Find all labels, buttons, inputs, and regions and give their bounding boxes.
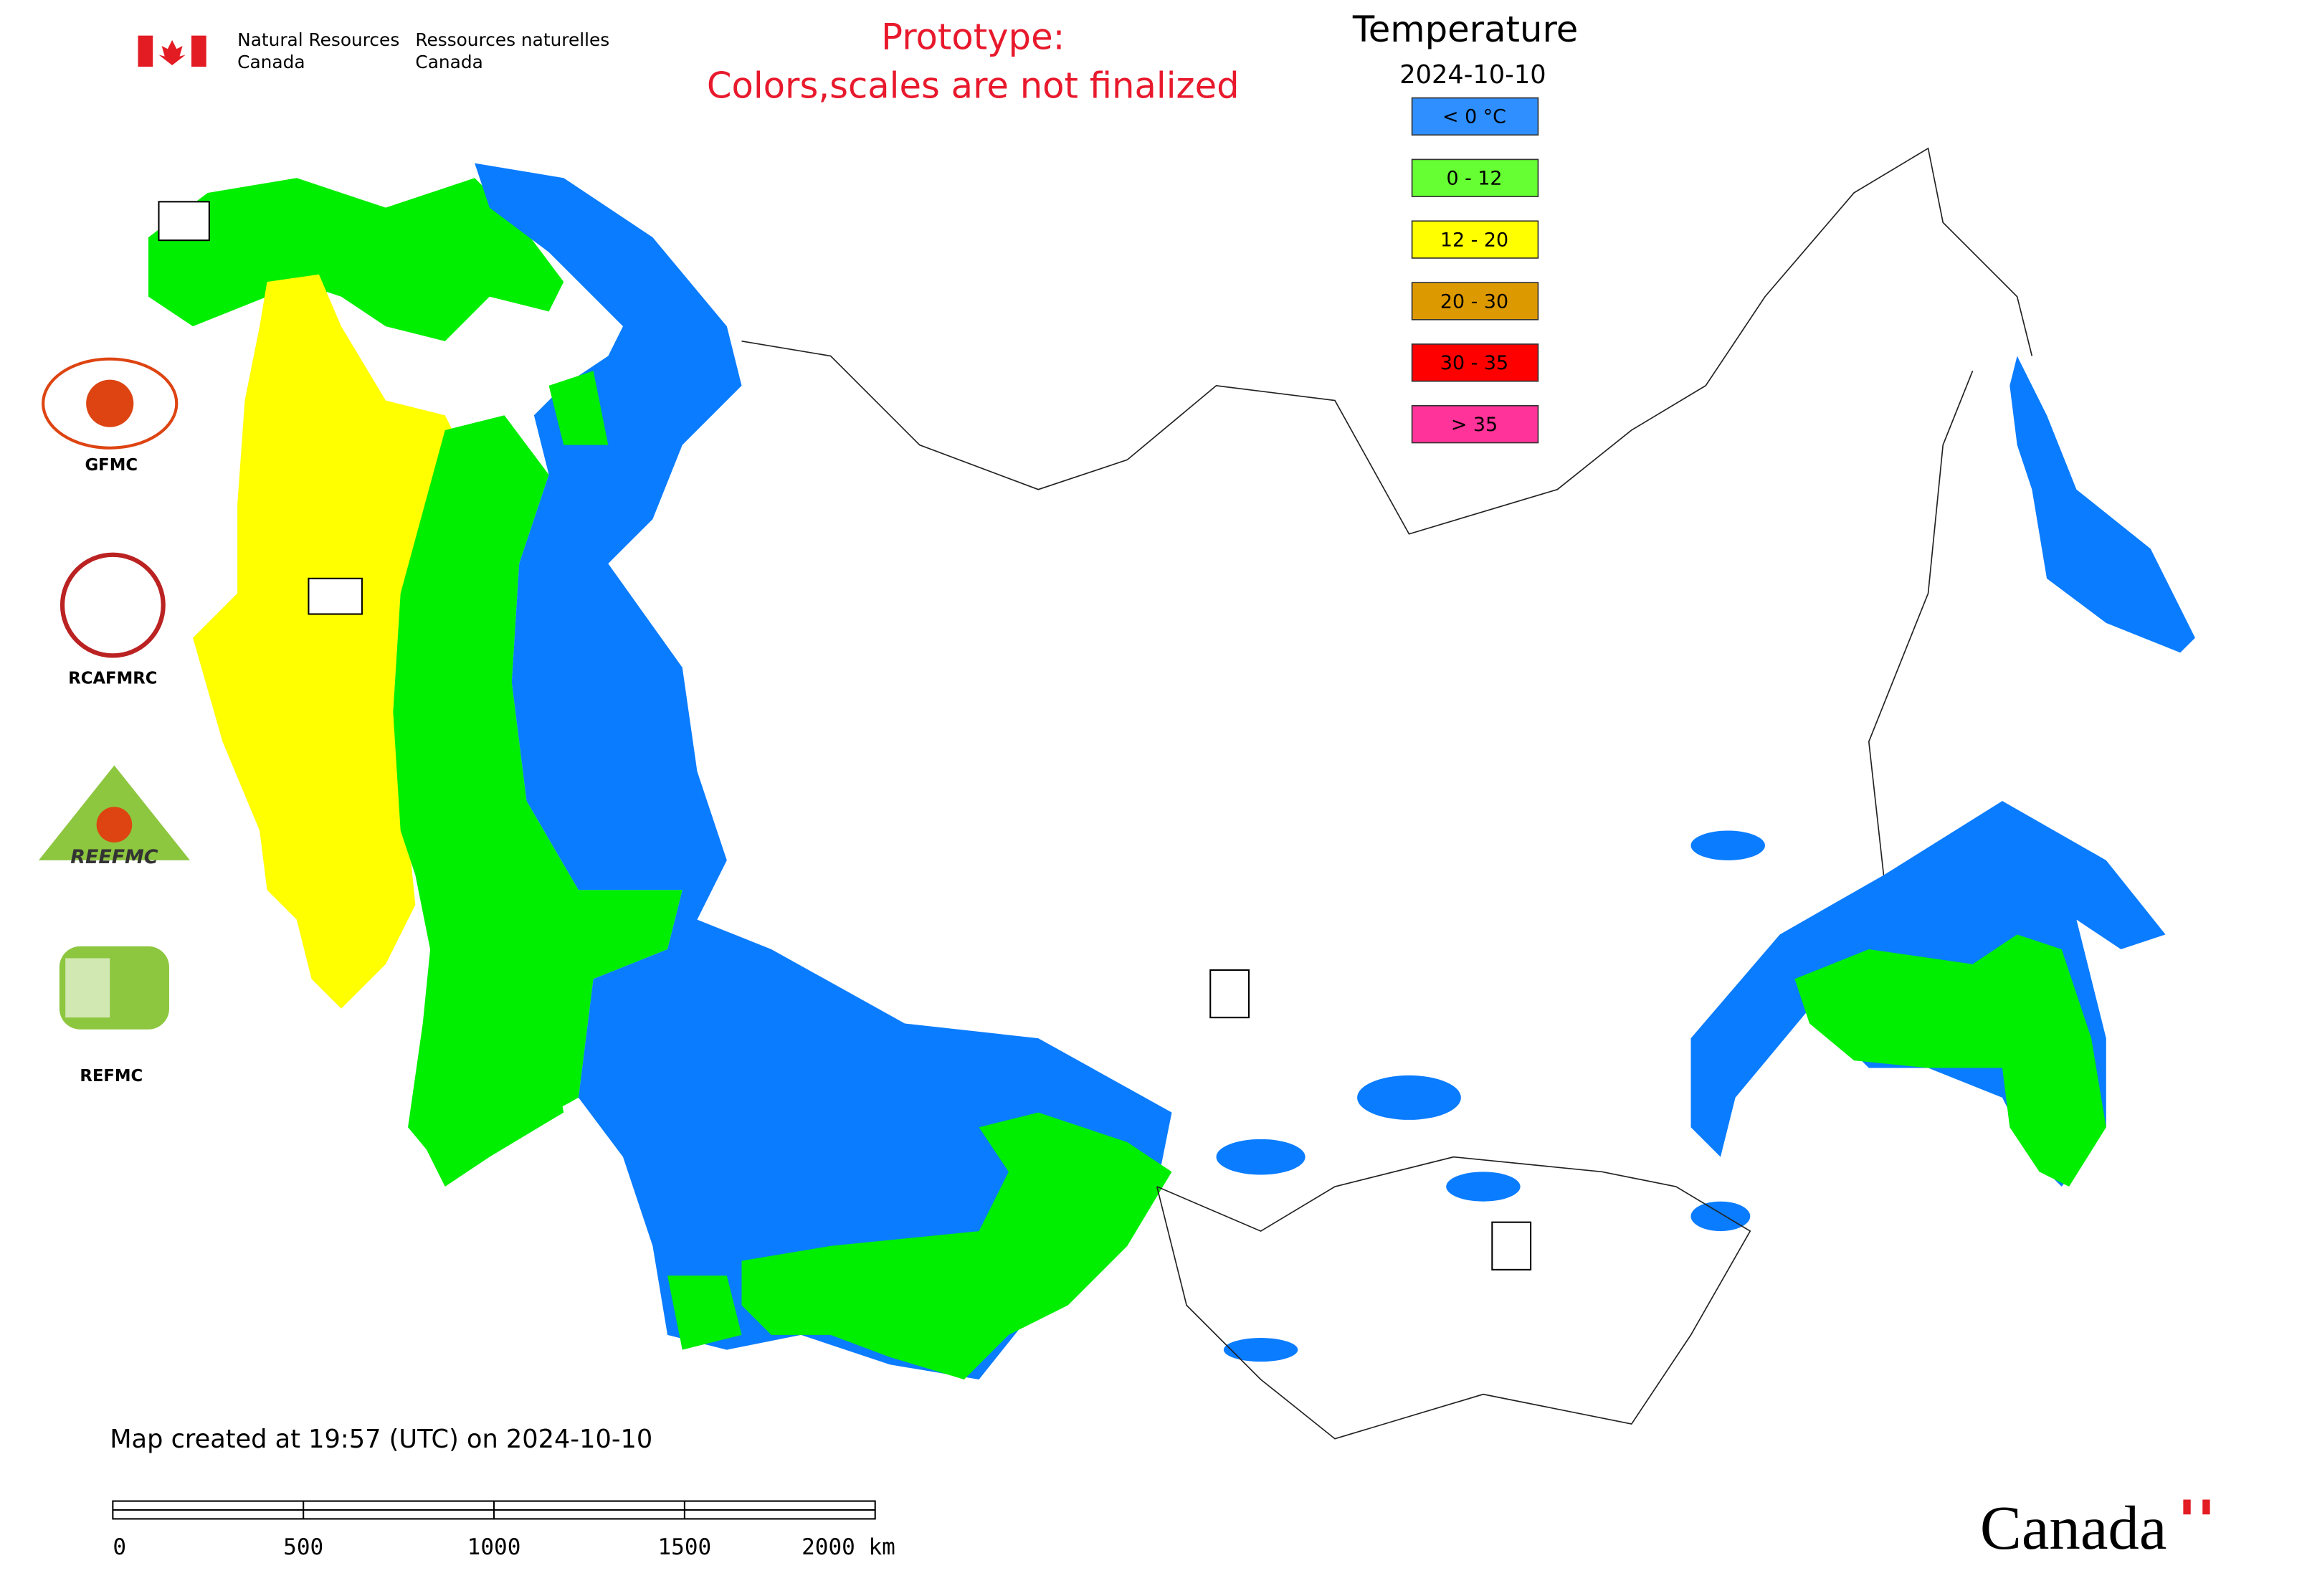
- border: [1868, 370, 1974, 875]
- region-blue: [1690, 830, 1765, 860]
- legend-title: Temperature: [1352, 9, 1578, 50]
- flag-bar: [138, 35, 153, 67]
- region-green: [1794, 934, 2106, 1187]
- logo-gfmc: [42, 357, 179, 450]
- org-en: Natural Resources: [237, 29, 399, 50]
- created-note: Map created at 19:57 (UTC) on 2024-10-10: [110, 1425, 652, 1454]
- marker: [1209, 969, 1250, 1019]
- marker: [1491, 1221, 1532, 1270]
- coastline: [741, 147, 2033, 535]
- logos: GFMC RCAFMRC REEFMC REFMC: [38, 357, 190, 1086]
- legend: Temperature 2024-10-10 < 0 °C 0 - 12 12 - …: [1352, 9, 1578, 444]
- prototype-note: Prototype:: [881, 16, 1065, 57]
- scale-label: 1000: [467, 1534, 521, 1560]
- logo-label: GFMC: [85, 456, 138, 475]
- region-green: [667, 1276, 742, 1350]
- region-blue: [2010, 356, 2195, 653]
- flag-bar: [2183, 1499, 2191, 1515]
- logo-gfmc: [86, 379, 134, 427]
- org-fr: Canada: [415, 52, 482, 72]
- legend-swatch: [1411, 404, 1539, 444]
- prototype-note: Colors,scales are not finalized: [707, 65, 1240, 107]
- legend-label: 12 - 20: [1440, 229, 1508, 251]
- flag-bar: [2202, 1499, 2210, 1515]
- region-blue: [1223, 1338, 1298, 1362]
- legend-label: < 0 °C: [1442, 106, 1506, 128]
- marker: [158, 201, 210, 242]
- org-en: Canada: [237, 52, 305, 72]
- region-green: [393, 415, 682, 1172]
- scale-label: 0: [113, 1534, 126, 1560]
- region-blue: [475, 163, 1172, 1379]
- scale-bar: 0 500 1000 1500 2000 km: [112, 1500, 895, 1560]
- region-blue: [1216, 1139, 1305, 1175]
- legend-swatch: [1411, 343, 1539, 382]
- logo-label: RCAFMRC: [68, 670, 157, 688]
- legend-date: 2024-10-10: [1399, 60, 1546, 90]
- region-blue: [1357, 1075, 1461, 1120]
- header: Natural Resources Canada Ressources natu…: [138, 16, 1240, 107]
- scale-label: 2000 km: [802, 1534, 895, 1560]
- region-blue: [1690, 1201, 1751, 1232]
- maple-leaf: [158, 39, 186, 66]
- border: [1156, 1156, 1751, 1440]
- legend-swatch: [1411, 282, 1539, 320]
- canada-wordmark: Canada: [1980, 1493, 2167, 1562]
- region-green: [548, 371, 609, 445]
- legend-swatch: [1411, 97, 1539, 136]
- logo-rcafmrc: [60, 552, 166, 658]
- logo-label: REFMC: [80, 1067, 143, 1086]
- region-green: [415, 1023, 564, 1187]
- scale-label: 500: [283, 1534, 323, 1560]
- legend-label: 0 - 12: [1446, 168, 1502, 190]
- scale-label: 1500: [658, 1534, 712, 1560]
- org-fr: Ressources naturelles: [415, 29, 609, 50]
- legend-swatch: [1411, 158, 1539, 197]
- region-blue: [1446, 1172, 1521, 1202]
- region-yellow: [193, 274, 460, 1009]
- legend-label: 20 - 30: [1440, 290, 1508, 313]
- marker: [308, 577, 363, 615]
- flag-bar: [191, 35, 206, 67]
- logo-refmc: [65, 958, 110, 1018]
- map: [148, 147, 2195, 1440]
- legend-label: 30 - 35: [1440, 352, 1508, 374]
- region-green: [741, 1112, 1172, 1379]
- legend-label: > 35: [1451, 414, 1498, 436]
- legend-swatch: [1411, 220, 1539, 259]
- logo-label: REEFMC: [70, 846, 158, 868]
- region-green: [148, 178, 564, 341]
- logo-reefmc: [96, 807, 133, 843]
